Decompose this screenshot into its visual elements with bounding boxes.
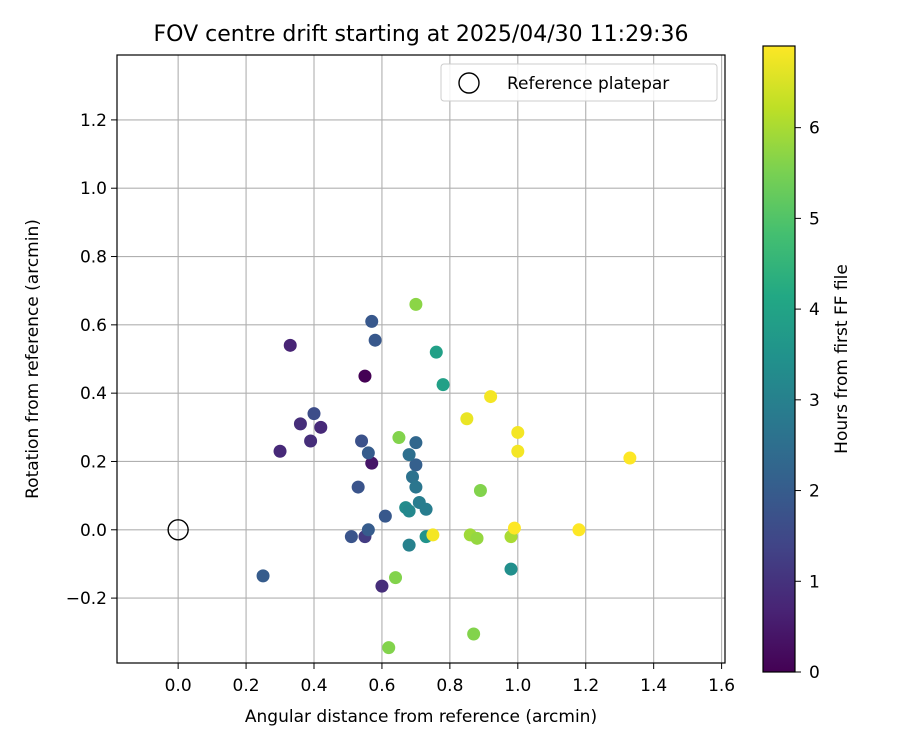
data-point bbox=[368, 333, 382, 347]
data-point bbox=[307, 407, 321, 421]
data-point bbox=[409, 458, 423, 472]
data-point bbox=[419, 502, 433, 516]
data-point bbox=[392, 431, 406, 445]
data-point bbox=[273, 444, 287, 458]
reference-marker-layer bbox=[167, 519, 189, 541]
data-points bbox=[256, 297, 637, 655]
x-tick-label: 1.2 bbox=[572, 676, 599, 696]
reference-platepar-marker bbox=[167, 519, 189, 541]
x-axis-label: Angular distance from reference (arcmin) bbox=[245, 707, 597, 727]
data-point bbox=[361, 446, 375, 460]
plot-area-frame bbox=[116, 54, 726, 664]
data-point bbox=[402, 504, 416, 518]
data-point bbox=[365, 456, 379, 470]
colorbar-tick-label: 4 bbox=[809, 300, 820, 320]
y-tick-label: 0.2 bbox=[80, 452, 107, 472]
y-tick-label: 1.0 bbox=[80, 179, 107, 199]
data-point bbox=[409, 480, 423, 494]
y-axis-label: Rotation from reference (arcmin) bbox=[23, 219, 43, 499]
colorbar-label: Hours from first FF file bbox=[832, 264, 852, 454]
grid-lines bbox=[117, 55, 725, 663]
data-point bbox=[389, 571, 403, 585]
y-axis-ticks: −0.2 0.0 0.2 0.4 0.6 0.8 1.0 1.2 bbox=[66, 111, 117, 609]
colorbar-ticks: 0 1 2 3 4 5 6 bbox=[795, 119, 820, 683]
y-tick-label: 0.6 bbox=[80, 316, 107, 336]
chart-title: FOV centre drift starting at 2025/04/30 … bbox=[154, 22, 689, 47]
legend-box bbox=[440, 63, 718, 102]
colorbar-frame bbox=[762, 45, 796, 673]
data-point bbox=[460, 412, 474, 426]
colorbar-tick-label: 0 bbox=[809, 663, 820, 683]
data-point bbox=[406, 470, 420, 484]
data-point bbox=[402, 538, 416, 552]
data-point bbox=[256, 569, 270, 583]
legend: Reference platepar bbox=[440, 63, 718, 102]
data-point bbox=[467, 627, 481, 641]
y-tick-label: 0.4 bbox=[80, 384, 107, 404]
y-tick-label: −0.2 bbox=[66, 589, 107, 609]
data-point bbox=[304, 434, 318, 448]
colorbar: 0 1 2 3 4 5 6 Hours from first FF file bbox=[762, 45, 852, 683]
x-tick-label: 1.4 bbox=[640, 676, 667, 696]
legend-reference-marker-icon bbox=[458, 72, 480, 94]
data-point bbox=[470, 531, 484, 545]
data-point bbox=[365, 314, 379, 328]
x-tick-label: 0.4 bbox=[300, 676, 327, 696]
data-point bbox=[402, 448, 416, 462]
data-point bbox=[355, 434, 369, 448]
x-tick-label: 1.6 bbox=[708, 676, 735, 696]
data-point bbox=[511, 425, 525, 439]
data-point bbox=[361, 523, 375, 537]
data-point bbox=[382, 641, 396, 655]
x-tick-label: 1.0 bbox=[504, 676, 531, 696]
x-tick-label: 0.2 bbox=[233, 676, 260, 696]
colorbar-tick-label: 1 bbox=[809, 572, 820, 592]
data-point bbox=[378, 509, 392, 523]
data-point bbox=[429, 345, 443, 359]
data-point bbox=[351, 480, 365, 494]
x-tick-label: 0.8 bbox=[436, 676, 463, 696]
data-point bbox=[314, 420, 328, 434]
colorbar-tick-label: 6 bbox=[809, 119, 820, 139]
data-point bbox=[409, 436, 423, 450]
data-point bbox=[511, 444, 525, 458]
y-tick-label: 0.8 bbox=[80, 248, 107, 268]
y-tick-label: 0.0 bbox=[80, 521, 107, 541]
colorbar-tick-label: 3 bbox=[809, 391, 820, 411]
colorbar-gradient bbox=[763, 46, 795, 672]
data-point bbox=[504, 562, 518, 576]
data-point bbox=[409, 297, 423, 311]
x-tick-label: 0.0 bbox=[165, 676, 192, 696]
data-point bbox=[507, 521, 521, 535]
colorbar-tick-label: 5 bbox=[809, 209, 820, 229]
data-point bbox=[344, 530, 358, 544]
data-point bbox=[358, 369, 372, 383]
data-point bbox=[283, 338, 297, 352]
data-point bbox=[426, 528, 440, 542]
x-axis-ticks: 0.0 0.2 0.4 0.6 0.8 1.0 1.2 1.4 1.6 bbox=[165, 663, 735, 696]
data-point bbox=[375, 579, 389, 593]
data-point bbox=[484, 390, 498, 404]
data-point bbox=[623, 451, 637, 465]
data-point bbox=[293, 417, 307, 431]
x-tick-label: 0.6 bbox=[368, 676, 395, 696]
data-point bbox=[572, 523, 586, 537]
data-point bbox=[473, 484, 487, 498]
colorbar-tick-label: 2 bbox=[809, 482, 820, 502]
data-point bbox=[436, 378, 450, 392]
y-tick-label: 1.2 bbox=[80, 111, 107, 131]
legend-entry-label: Reference platepar bbox=[507, 74, 669, 94]
